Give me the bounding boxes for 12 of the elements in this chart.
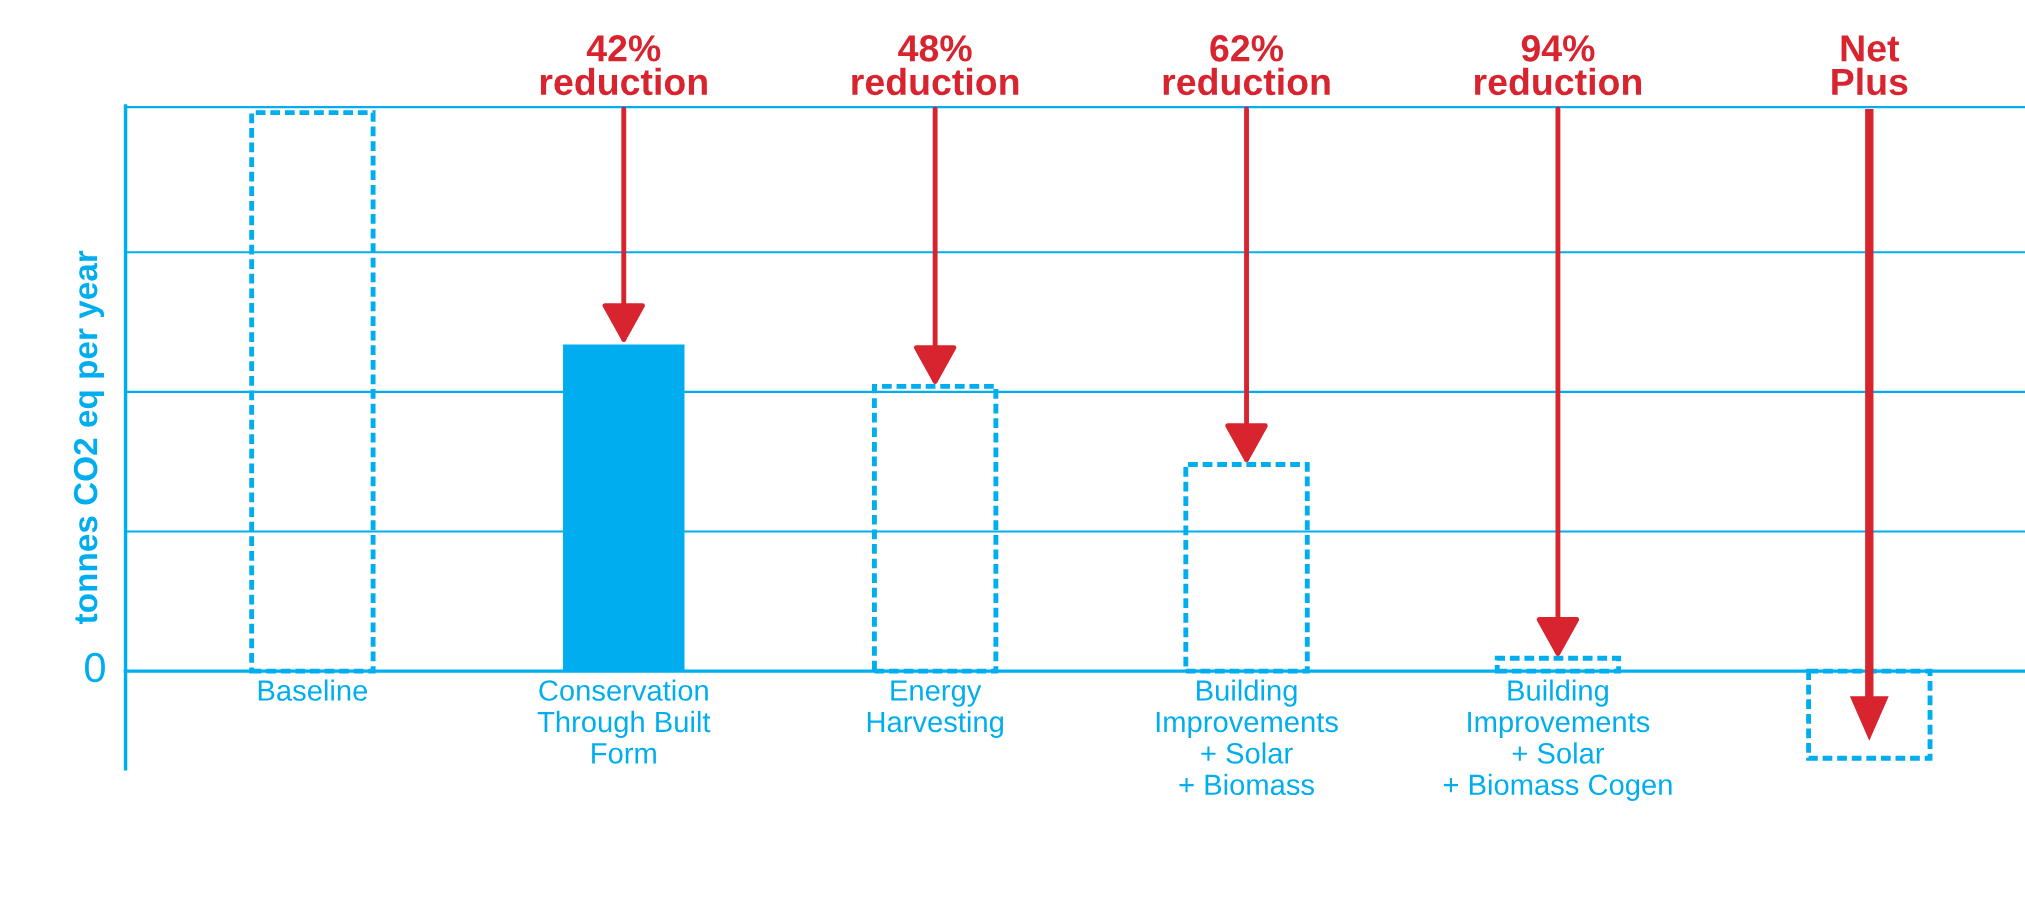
x-tick-label: Baseline xyxy=(258,679,368,701)
text: Net Plus xyxy=(1832,35,1908,96)
annotation: 42% reduction xyxy=(540,35,707,96)
y-axis-title: tonnes CO2 eq per year xyxy=(73,250,105,625)
annotation: 48% reduction xyxy=(852,35,1019,96)
x-tick-label: Building Improvements + Solar + Biomass Cogen xyxy=(1443,679,1672,801)
x-tick-label: Energy Harvesting xyxy=(867,680,1003,739)
annotation: 94% reduction xyxy=(1474,35,1642,96)
x-tick-label: Conservation Through Built Form xyxy=(537,679,711,764)
x-tick-label: Building Improvements + Solar + Biomass xyxy=(1156,679,1338,796)
annotation: 62% reduction xyxy=(1163,35,1330,96)
text: 0 xyxy=(85,652,105,683)
